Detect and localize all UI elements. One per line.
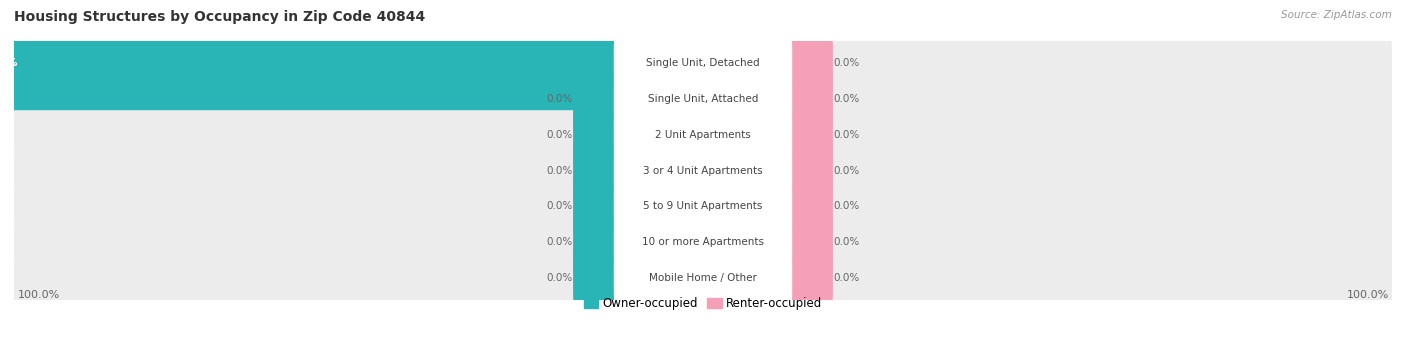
- Text: Mobile Home / Other: Mobile Home / Other: [650, 273, 756, 283]
- FancyBboxPatch shape: [0, 15, 624, 110]
- Text: 5 to 9 Unit Apartments: 5 to 9 Unit Apartments: [644, 202, 762, 211]
- FancyBboxPatch shape: [14, 246, 1392, 311]
- FancyBboxPatch shape: [614, 137, 792, 204]
- Text: 0.0%: 0.0%: [832, 93, 859, 104]
- Text: 0.0%: 0.0%: [832, 58, 859, 68]
- Text: Single Unit, Attached: Single Unit, Attached: [648, 93, 758, 104]
- Text: Housing Structures by Occupancy in Zip Code 40844: Housing Structures by Occupancy in Zip C…: [14, 10, 425, 24]
- Text: 0.0%: 0.0%: [832, 273, 859, 283]
- FancyBboxPatch shape: [614, 209, 792, 276]
- FancyBboxPatch shape: [783, 202, 832, 283]
- Text: 2 Unit Apartments: 2 Unit Apartments: [655, 130, 751, 139]
- FancyBboxPatch shape: [783, 94, 832, 175]
- Text: 100.0%: 100.0%: [1347, 290, 1389, 300]
- FancyBboxPatch shape: [574, 238, 623, 319]
- Text: 3 or 4 Unit Apartments: 3 or 4 Unit Apartments: [643, 165, 763, 176]
- FancyBboxPatch shape: [14, 102, 1392, 167]
- Text: 0.0%: 0.0%: [547, 130, 574, 139]
- Text: 0.0%: 0.0%: [547, 273, 574, 283]
- Text: 100.0%: 100.0%: [17, 290, 59, 300]
- FancyBboxPatch shape: [574, 166, 623, 247]
- Text: 0.0%: 0.0%: [832, 202, 859, 211]
- FancyBboxPatch shape: [783, 22, 832, 103]
- FancyBboxPatch shape: [614, 29, 792, 96]
- FancyBboxPatch shape: [614, 173, 792, 240]
- Text: 0.0%: 0.0%: [547, 237, 574, 248]
- Text: 0.0%: 0.0%: [832, 130, 859, 139]
- FancyBboxPatch shape: [574, 130, 623, 211]
- Legend: Owner-occupied, Renter-occupied: Owner-occupied, Renter-occupied: [579, 293, 827, 315]
- Text: 100.0%: 100.0%: [0, 58, 18, 68]
- FancyBboxPatch shape: [783, 238, 832, 319]
- FancyBboxPatch shape: [783, 58, 832, 139]
- Text: Single Unit, Detached: Single Unit, Detached: [647, 58, 759, 68]
- Text: 0.0%: 0.0%: [547, 165, 574, 176]
- Text: 0.0%: 0.0%: [547, 93, 574, 104]
- FancyBboxPatch shape: [614, 245, 792, 312]
- FancyBboxPatch shape: [14, 30, 1392, 95]
- FancyBboxPatch shape: [783, 130, 832, 211]
- FancyBboxPatch shape: [574, 58, 623, 139]
- Text: 0.0%: 0.0%: [547, 202, 574, 211]
- FancyBboxPatch shape: [14, 66, 1392, 131]
- FancyBboxPatch shape: [574, 94, 623, 175]
- FancyBboxPatch shape: [574, 202, 623, 283]
- Text: Source: ZipAtlas.com: Source: ZipAtlas.com: [1281, 10, 1392, 20]
- Text: 10 or more Apartments: 10 or more Apartments: [643, 237, 763, 248]
- FancyBboxPatch shape: [614, 101, 792, 168]
- Text: 0.0%: 0.0%: [832, 237, 859, 248]
- FancyBboxPatch shape: [614, 65, 792, 132]
- FancyBboxPatch shape: [14, 138, 1392, 203]
- Text: 0.0%: 0.0%: [832, 165, 859, 176]
- FancyBboxPatch shape: [14, 174, 1392, 239]
- FancyBboxPatch shape: [14, 210, 1392, 275]
- FancyBboxPatch shape: [783, 166, 832, 247]
